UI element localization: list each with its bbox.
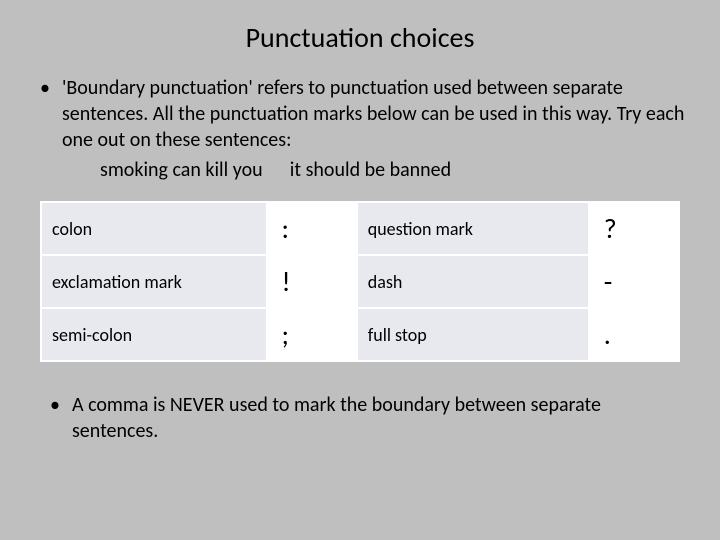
bullet-item-2: • A comma is NEVER used to mark the boun… <box>30 392 690 444</box>
punctuation-table: colon : question mark ? exclamation mark… <box>40 201 680 362</box>
example-2: it should be banned <box>290 158 451 182</box>
bullet-item-1: • 'Boundary punctuation' refers to punct… <box>30 75 690 153</box>
table-row: colon : question mark ? <box>41 202 679 255</box>
table-row: semi-colon ; full stop . <box>41 308 679 361</box>
slide: Punctuation choices • 'Boundary punctuat… <box>0 0 720 540</box>
bullet-text-2: A comma is NEVER used to mark the bounda… <box>72 392 690 444</box>
table-row: exclamation mark ! dash - <box>41 255 679 308</box>
bullet-text-1: 'Boundary punctuation' refers to punctua… <box>62 75 690 153</box>
cell-label-colon: colon <box>41 202 267 255</box>
cell-symbol-colon: : <box>267 202 357 255</box>
example-sentences: smoking can kill you it should be banned <box>30 157 690 183</box>
cell-symbol-question: ? <box>589 202 679 255</box>
cell-label-semicolon: semi-colon <box>41 308 267 361</box>
bullet-marker: • <box>40 75 50 153</box>
cell-label-fullstop: full stop <box>357 308 589 361</box>
bullet-marker: • <box>50 392 60 444</box>
cell-label-dash: dash <box>357 255 589 308</box>
example-1: smoking can kill you <box>100 158 263 182</box>
cell-symbol-semicolon: ; <box>267 308 357 361</box>
cell-symbol-dash: - <box>589 255 679 308</box>
cell-label-exclamation: exclamation mark <box>41 255 267 308</box>
cell-symbol-fullstop: . <box>589 308 679 361</box>
cell-label-question: question mark <box>357 202 589 255</box>
page-title: Punctuation choices <box>30 20 690 55</box>
cell-symbol-exclamation: ! <box>267 255 357 308</box>
